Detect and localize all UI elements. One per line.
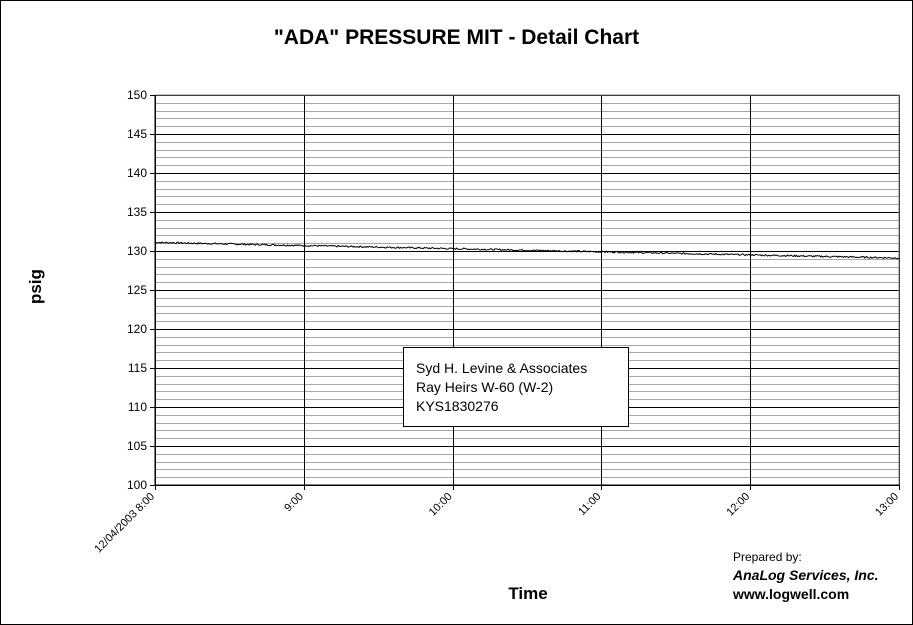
y-axis-label: psig: [26, 269, 45, 304]
x-tick-label: 9:00: [282, 491, 306, 515]
x-tick-label: 12/04/2003 8:00: [92, 491, 157, 556]
y-tick-label: 100: [127, 478, 147, 492]
y-tick-label: 125: [127, 283, 147, 297]
prepared-by-label: Prepared by:: [733, 550, 802, 564]
pressure-series-line: [154, 241, 899, 260]
x-axis-label: Time: [508, 584, 548, 603]
annotation-box: Syd H. Levine & Associates Ray Heirs W-6…: [403, 347, 629, 427]
y-tick-label: 150: [127, 88, 147, 102]
x-tick-label: 11:00: [576, 491, 603, 518]
x-tick-label: 12:00: [724, 491, 752, 519]
annotation-line-3: KYS1830276: [416, 398, 499, 414]
y-tick-labels: 150 145 140 135 130 125 120 115 110 105 100: [127, 88, 155, 492]
annotation-line-1: Syd H. Levine & Associates: [416, 360, 588, 376]
website-link: www.logwell.com: [733, 586, 850, 602]
x-tick-label: 10:00: [427, 491, 455, 519]
y-tick-label: 135: [127, 205, 147, 219]
y-tick-label: 120: [127, 322, 147, 336]
y-tick-label: 140: [127, 166, 147, 180]
minor-gridlines: [155, 103, 899, 478]
annotation-line-2: Ray Heirs W-60 (W-2): [416, 379, 554, 395]
y-tick-label: 145: [127, 127, 147, 141]
credit-block: Prepared by: AnaLog Services, Inc. www.l…: [733, 549, 879, 603]
y-tick-label: 130: [127, 244, 147, 258]
x-tick-label: 13:00: [873, 491, 901, 519]
chart-title: "ADA" PRESSURE MIT - Detail Chart: [273, 26, 640, 49]
y-tick-label: 105: [127, 439, 147, 453]
x-tick-labels: 12/04/2003 8:00 9:00 10:00 11:00 12:00 13:00: [92, 485, 901, 555]
y-tick-label: 115: [128, 361, 147, 375]
company-name: AnaLog Services, Inc.: [733, 567, 879, 583]
y-tick-label: 110: [128, 400, 147, 414]
